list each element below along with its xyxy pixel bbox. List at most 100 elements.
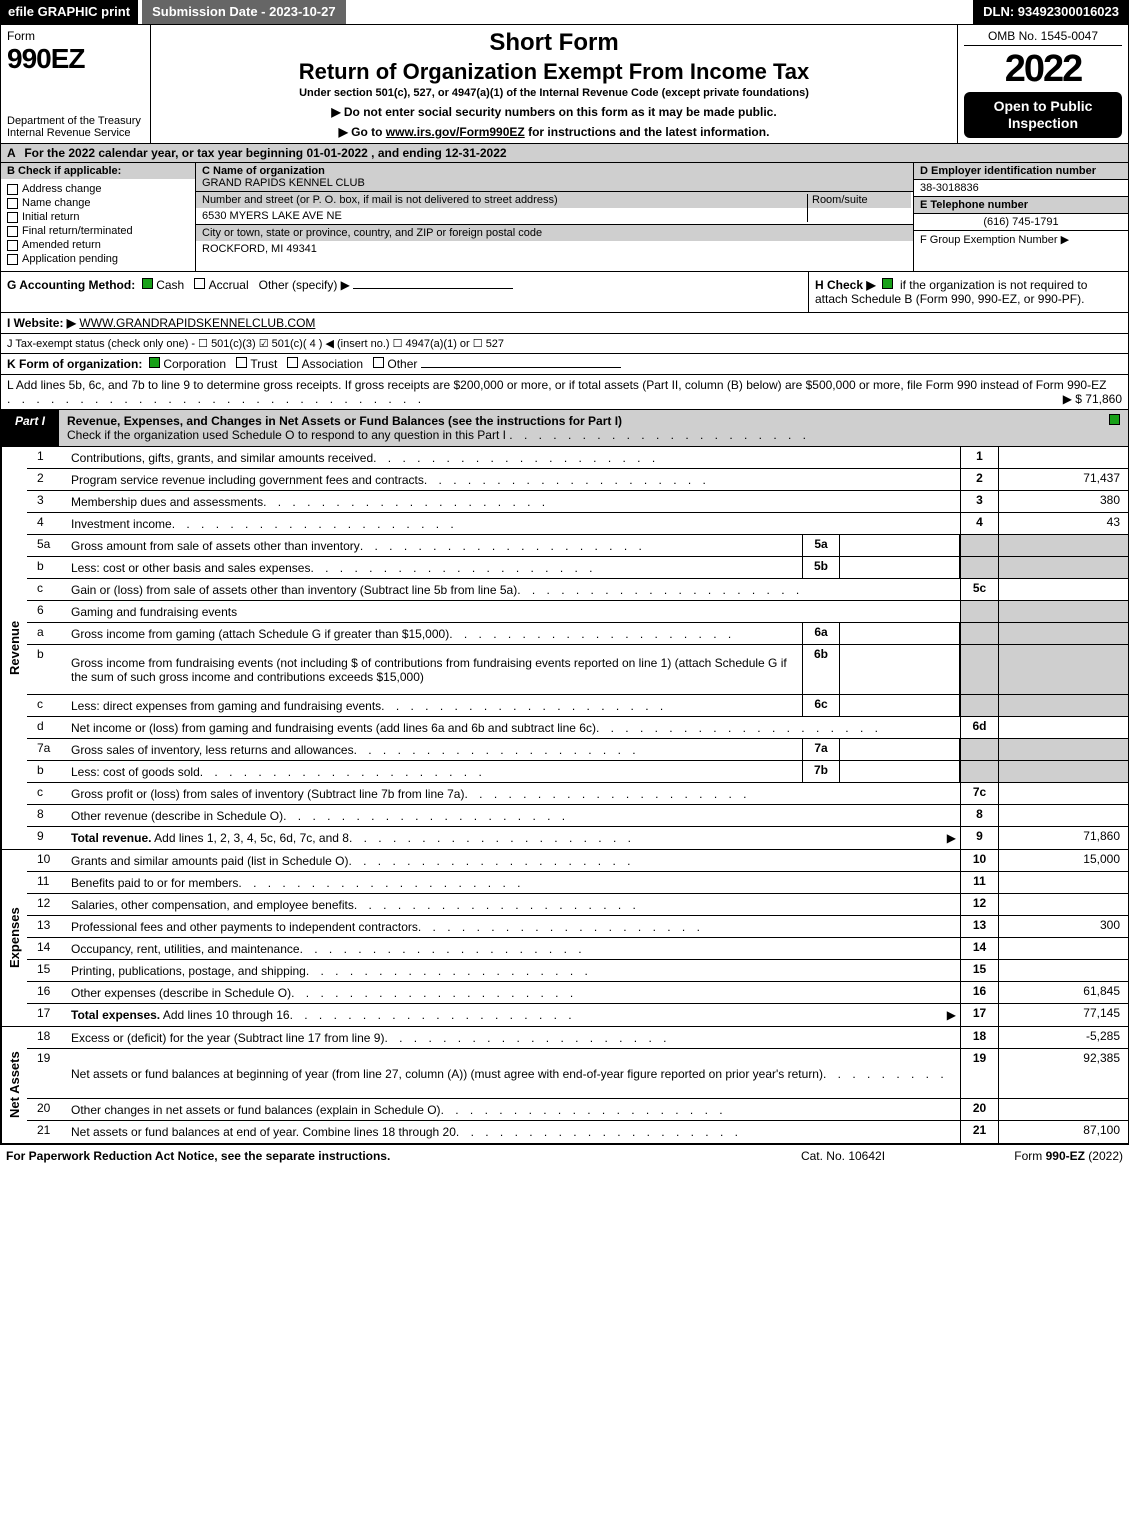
title-short-form: Short Form (489, 29, 618, 57)
line-desc: Salaries, other compensation, and employ… (67, 894, 960, 915)
line-desc: Less: direct expenses from gaming and fu… (67, 695, 802, 716)
assoc-check-icon[interactable] (287, 357, 298, 368)
line-desc: Gross sales of inventory, less returns a… (67, 739, 802, 760)
h-pre: H Check ▶ (815, 278, 876, 292)
table-row: cGross profit or (loss) from sales of in… (27, 783, 1128, 805)
netassets-grid: Net Assets 18Excess or (deficit) for the… (0, 1027, 1129, 1144)
line-number: 7a (27, 739, 67, 760)
section-b-item[interactable]: Name change (7, 197, 189, 209)
header-mid: Short Form Return of Organization Exempt… (151, 25, 958, 143)
row-k: K Form of organization: Corporation Trus… (0, 354, 1129, 375)
row-l: L Add lines 5b, 6c, and 7b to line 9 to … (0, 375, 1129, 410)
right-line-value (998, 761, 1128, 782)
right-line-number: 21 (960, 1121, 998, 1143)
right-line-value (998, 894, 1128, 915)
line-desc: Gaming and fundraising events (67, 601, 960, 622)
checkbox-icon[interactable] (7, 254, 18, 265)
footer: For Paperwork Reduction Act Notice, see … (0, 1144, 1129, 1167)
gh-row: G Accounting Method: Cash Accrual Other … (0, 272, 1129, 313)
right-line-number: 3 (960, 491, 998, 512)
right-line-number: 11 (960, 872, 998, 893)
line-desc: Net assets or fund balances at end of ye… (67, 1121, 960, 1143)
right-line-value: 71,860 (998, 827, 1128, 849)
line-number: b (27, 557, 67, 578)
g-other-line[interactable] (353, 288, 513, 289)
section-b-item[interactable]: Final return/terminated (7, 225, 189, 237)
k-other-line[interactable] (421, 367, 621, 368)
k-label: K Form of organization: (7, 357, 142, 371)
table-row: bGross income from fundraising events (n… (27, 645, 1128, 695)
right-line-number: 7c (960, 783, 998, 804)
right-line-number: 8 (960, 805, 998, 826)
line-number: 3 (27, 491, 67, 512)
mid-line-number: 6c (802, 695, 840, 716)
line-desc: Investment income . . . . . . . . . . . … (67, 513, 960, 534)
checkbox-icon[interactable] (7, 184, 18, 195)
line-desc: Grants and similar amounts paid (list in… (67, 850, 960, 871)
line-number: c (27, 695, 67, 716)
line-number: 1 (27, 447, 67, 468)
checkbox-icon[interactable] (7, 240, 18, 251)
line-number: a (27, 623, 67, 644)
chk-label: Initial return (22, 211, 79, 223)
tax-year: 2022 (964, 50, 1122, 88)
header-right: OMB No. 1545-0047 2022 Open to Public In… (958, 25, 1128, 143)
department: Department of the Treasury Internal Reve… (7, 115, 144, 139)
line-number: 13 (27, 916, 67, 937)
g-cash: Cash (156, 278, 184, 292)
right-line-value: 15,000 (998, 850, 1128, 871)
table-row: 2Program service revenue including gover… (27, 469, 1128, 491)
section-b-item[interactable]: Amended return (7, 239, 189, 251)
right-line-number: 17 (960, 1004, 998, 1026)
chk-label: Name change (22, 197, 91, 209)
efile-label[interactable]: efile GRAPHIC print (0, 0, 138, 24)
row-a: A For the 2022 calendar year, or tax yea… (0, 144, 1129, 163)
line-desc: Gross income from gaming (attach Schedul… (67, 623, 802, 644)
mid-line-value (840, 535, 960, 556)
website-link[interactable]: WWW.GRANDRAPIDSKENNELCLUB.COM (79, 316, 315, 330)
phone-value: (616) 745-1791 (914, 214, 1128, 231)
section-b-item[interactable]: Initial return (7, 211, 189, 223)
mid-line-number: 5b (802, 557, 840, 578)
checkbox-icon[interactable] (7, 212, 18, 223)
line-desc: Gross profit or (loss) from sales of inv… (67, 783, 960, 804)
part1-title-text: Revenue, Expenses, and Changes in Net As… (67, 414, 622, 428)
mid-line-value (840, 645, 960, 694)
section-b-item[interactable]: Application pending (7, 253, 189, 265)
right-line-number: 5c (960, 579, 998, 600)
section-b-item[interactable]: Address change (7, 183, 189, 195)
other-check-icon[interactable] (373, 357, 384, 368)
line-number: 8 (27, 805, 67, 826)
line-desc: Gross income from fundraising events (no… (67, 645, 802, 694)
table-row: 15Printing, publications, postage, and s… (27, 960, 1128, 982)
right-line-value: 300 (998, 916, 1128, 937)
room-label: Room/suite (808, 192, 911, 208)
right-line-value (998, 579, 1128, 600)
room-cell: Room/suite (807, 194, 907, 222)
checkbox-icon[interactable] (7, 226, 18, 237)
k-other: Other (387, 357, 417, 371)
right-line-value (998, 872, 1128, 893)
row-j: J Tax-exempt status (check only one) - ☐… (0, 334, 1129, 354)
line-number: c (27, 579, 67, 600)
table-row: 4Investment income . . . . . . . . . . .… (27, 513, 1128, 535)
line-desc: Other revenue (describe in Schedule O) .… (67, 805, 960, 826)
line-number: 14 (27, 938, 67, 959)
form-number: 990EZ (7, 43, 144, 75)
footer-catno: Cat. No. 10642I (743, 1149, 943, 1163)
mid-line-value (840, 739, 960, 760)
line-number: 12 (27, 894, 67, 915)
checkbox-icon[interactable] (7, 198, 18, 209)
line-desc: Printing, publications, postage, and shi… (67, 960, 960, 981)
part1-checkbox-cell (1101, 410, 1128, 446)
part1-check-icon[interactable] (1109, 414, 1120, 425)
table-row: 5aGross amount from sale of assets other… (27, 535, 1128, 557)
trust-check-icon[interactable] (236, 357, 247, 368)
corp-check-icon (149, 357, 160, 368)
instr2-link[interactable]: www.irs.gov/Form990EZ (386, 125, 525, 139)
accrual-check-icon[interactable] (194, 278, 205, 289)
row-a-text: For the 2022 calendar year, or tax year … (24, 146, 506, 160)
right-line-number (960, 535, 998, 556)
right-line-value (998, 557, 1128, 578)
mid-line-number: 7b (802, 761, 840, 782)
